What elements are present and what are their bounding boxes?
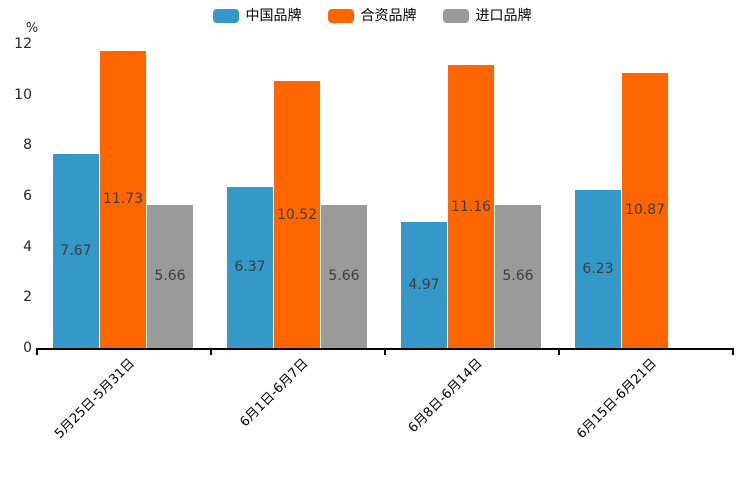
bar-value-label: 11.73 (102, 191, 144, 208)
legend-label: 中国品牌 (245, 8, 302, 24)
bar-value-label: 6.23 (582, 261, 614, 278)
x-axis-line (36, 348, 734, 350)
y-tick-label: 0 (23, 340, 32, 356)
y-axis-unit-label: % (25, 21, 39, 36)
bar-value-label: 4.97 (408, 277, 440, 294)
bar (401, 222, 447, 348)
bar (321, 204, 367, 348)
y-tick-label: 10 (14, 86, 32, 103)
bar (622, 72, 668, 348)
x-tick-label: 6月1日-6月7日 (237, 356, 312, 431)
bar-value-label: 10.87 (624, 202, 666, 219)
legend-swatch (327, 9, 354, 23)
bar-value-label: 7.67 (60, 242, 92, 259)
x-tick (558, 350, 560, 355)
x-tick (384, 350, 386, 355)
x-tick (210, 350, 212, 355)
legend: 中国品牌 合资品牌 进口品牌 (0, 8, 744, 24)
y-tick-label: 4 (23, 238, 32, 255)
x-tick-label: 6月15日-6月21日 (573, 356, 660, 442)
legend-item: 合资品牌 (327, 8, 417, 24)
bar (53, 153, 99, 348)
bar-value-label: 10.52 (276, 206, 318, 223)
bar-value-label: 11.16 (450, 198, 492, 215)
legend-swatch (212, 9, 239, 23)
bar-value-label: 6.37 (234, 259, 266, 276)
bar (274, 81, 320, 348)
bar-value-label: 5.66 (328, 268, 360, 285)
x-tick-label: 5月25日-5月31日 (51, 356, 138, 442)
x-tick-label: 6月8日-6月14日 (405, 356, 486, 436)
x-tick (732, 350, 734, 355)
bar-value-label: 5.66 (154, 268, 186, 285)
bar-value-label: 5.66 (502, 268, 534, 285)
legend-swatch (442, 9, 469, 23)
y-tick-label: 8 (23, 137, 32, 154)
bar (495, 204, 541, 348)
legend-item: 中国品牌 (212, 8, 302, 24)
bar (147, 204, 193, 348)
y-tick-label: 6 (23, 188, 32, 204)
x-tick (36, 350, 38, 355)
y-tick-label: 12 (14, 36, 32, 52)
bar (100, 50, 146, 348)
legend-label: 合资品牌 (360, 8, 417, 24)
legend-label: 进口品牌 (475, 8, 532, 24)
bar (448, 65, 494, 348)
y-tick-label: 2 (23, 289, 32, 306)
bar (227, 186, 273, 348)
bar (575, 190, 621, 348)
legend-item: 进口品牌 (442, 8, 532, 24)
